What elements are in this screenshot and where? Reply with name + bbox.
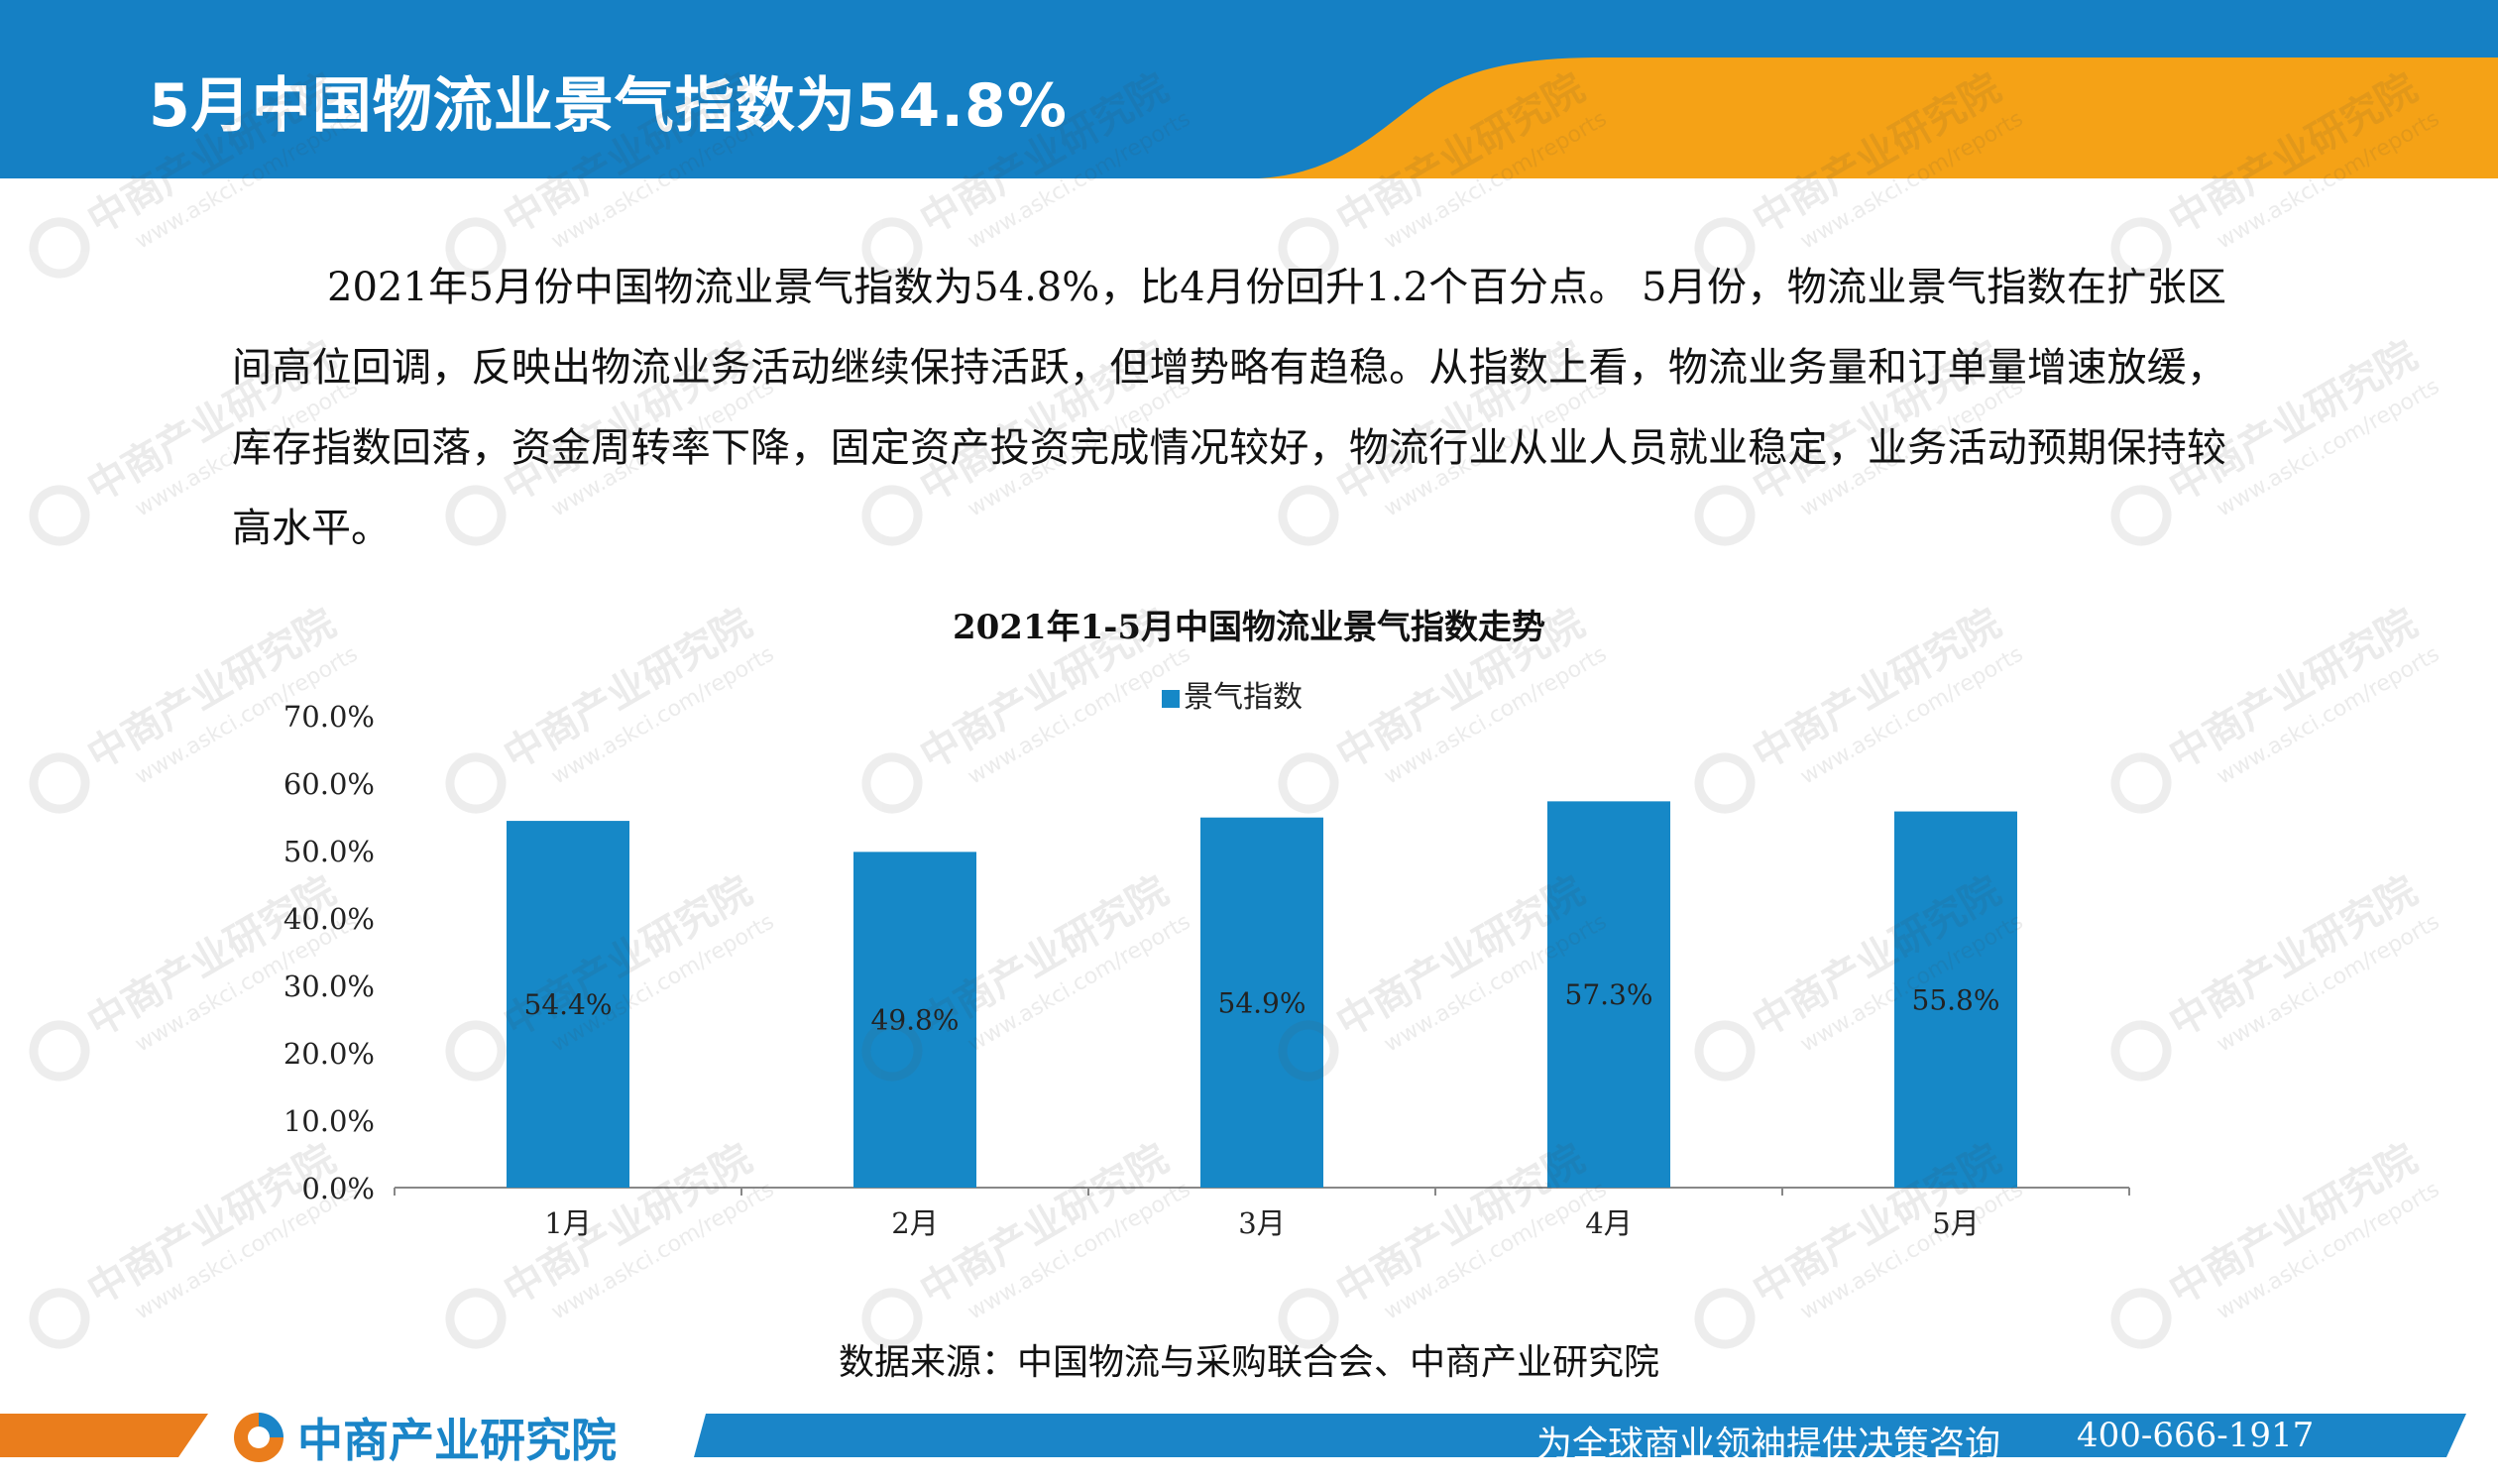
header-background	[0, 0, 2498, 178]
bar	[853, 852, 976, 1188]
x-tick-label: 4月	[1585, 1206, 1632, 1240]
bar	[1547, 801, 1670, 1188]
chart-title: 2021年1-5月中国物流业景气指数走势	[952, 608, 1546, 647]
svg-text:www.askci.com/reports: www.askci.com/reports	[2213, 374, 2443, 521]
footer-slogan: 为全球商业领袖提供决策咨询	[1536, 1425, 2001, 1465]
data-source: 数据来源：中国物流与采购联合会、中商产业研究院	[838, 1342, 1659, 1383]
x-tick-label: 3月	[1238, 1206, 1285, 1240]
data-label: 55.8%	[1912, 983, 2000, 1016]
x-tick-label: 2月	[891, 1206, 938, 1240]
chart: 2021年1-5月中国物流业景气指数走势 景气指数 0.0% 10.0% 20.0%…	[0, 575, 2498, 1289]
legend-label: 景气指数	[1184, 680, 1303, 715]
footer	[0, 1406, 2498, 1484]
bar	[1894, 811, 2017, 1188]
y-tick-label: 10.0%	[284, 1104, 375, 1138]
y-tick-label: 0.0%	[301, 1172, 375, 1205]
logo-text: 中商产业研究院	[297, 1414, 617, 1467]
body-text: 2021年5月份中国物流业景气指数为54.8%，比4月份回升1.2个百分点。 5…	[232, 248, 2226, 569]
company-logo: 中商产业研究院	[230, 1408, 617, 1467]
x-tick-label: 5月	[1932, 1206, 1979, 1240]
chart-plot: 0.0% 10.0% 20.0% 30.0% 40.0% 50.0% 60.0% 70.0% 5…	[284, 700, 2130, 1240]
chart-legend: 景气指数	[1162, 672, 1303, 716]
data-label: 49.8%	[871, 1004, 960, 1037]
data-label: 57.3%	[1565, 978, 1653, 1011]
logo-icon	[234, 1413, 284, 1462]
data-label: 54.4%	[524, 988, 613, 1021]
y-tick-label: 60.0%	[284, 767, 375, 801]
body-paragraph: 2021年5月份中国物流业景气指数为54.8%，比4月份回升1.2个百分点。 5…	[232, 265, 2226, 551]
legend-swatch	[1162, 690, 1180, 708]
data-label: 54.9%	[1218, 986, 1306, 1019]
bar	[507, 821, 629, 1188]
y-tick-label: 30.0%	[284, 970, 375, 1003]
y-tick-label: 40.0%	[284, 902, 375, 936]
x-tick-label: 1月	[544, 1206, 591, 1240]
footer-background	[0, 1414, 2466, 1457]
bar	[1200, 817, 1323, 1188]
y-tick-label: 70.0%	[284, 700, 375, 734]
y-tick-label: 50.0%	[284, 835, 375, 868]
y-tick-label: 20.0%	[284, 1037, 375, 1071]
header-banner: 5月中国物流业景气指数为54.8%	[0, 0, 2498, 178]
page-title: 5月中国物流业景气指数为54.8%	[149, 71, 1068, 141]
footer-phone: 400-666-1917	[2077, 1416, 2315, 1455]
